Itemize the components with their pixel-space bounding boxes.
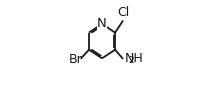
Text: 2: 2 — [129, 56, 134, 65]
Text: N: N — [97, 17, 107, 30]
Text: Br: Br — [68, 53, 82, 66]
Text: Cl: Cl — [118, 6, 130, 19]
Text: NH: NH — [125, 52, 143, 65]
